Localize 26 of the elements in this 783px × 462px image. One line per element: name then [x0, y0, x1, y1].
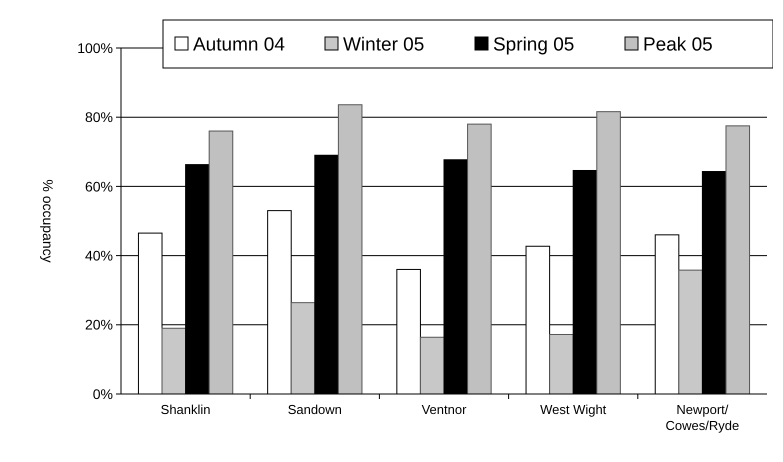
- bar: [725, 125, 750, 394]
- y-tick-label: 40%: [84, 248, 113, 264]
- x-tick-label: Shanklin: [160, 402, 211, 417]
- bar: [549, 334, 574, 394]
- y-tick-label: 80%: [84, 109, 113, 126]
- y-tick-label: 100%: [77, 40, 113, 56]
- bar: [208, 130, 234, 394]
- legend-label: Spring 05: [493, 34, 574, 56]
- bar: [420, 336, 444, 394]
- bar: [290, 302, 316, 394]
- y-tick-label: 20%: [84, 316, 113, 333]
- bar: [338, 104, 362, 394]
- legend-label: Winter 05: [343, 34, 424, 56]
- bar: [467, 124, 492, 394]
- legend-label: Peak 05: [643, 34, 713, 56]
- x-tick-label: Ventnor: [422, 402, 468, 417]
- bar: [596, 111, 621, 394]
- legend-label: Autumn 04: [193, 34, 286, 56]
- x-tick-label: Newport/ Cowes/Ryde: [666, 402, 740, 433]
- bar: [678, 270, 703, 394]
- y-tick-label: 0%: [92, 386, 113, 402]
- x-tick-label: Sandown: [288, 402, 342, 417]
- bar: [162, 328, 186, 394]
- x-tick-label: West Wight: [540, 402, 607, 417]
- y-tick-label: 60%: [84, 178, 113, 194]
- y-axis-title: % occupancy: [40, 179, 56, 263]
